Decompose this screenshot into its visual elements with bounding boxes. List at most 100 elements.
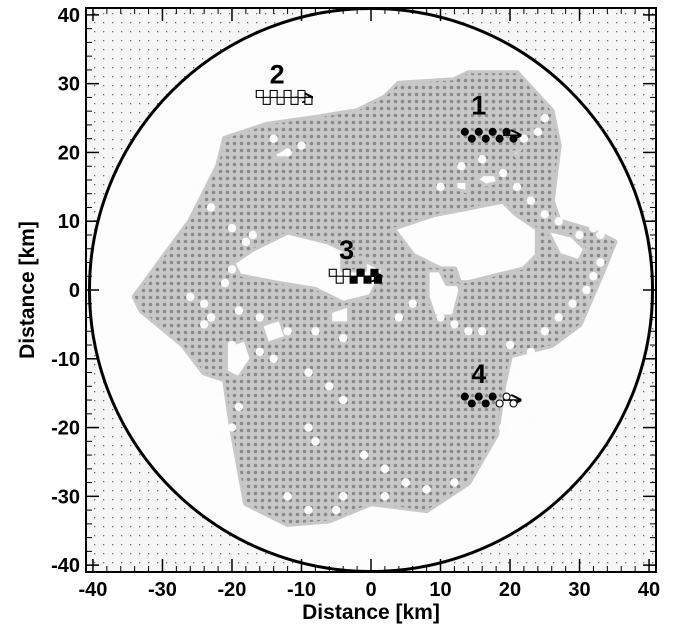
missing-station xyxy=(248,230,258,240)
x-tick-label: -10 xyxy=(287,579,316,601)
missing-station xyxy=(255,313,264,322)
y-tick-label: 0 xyxy=(69,280,80,302)
missing-station xyxy=(589,223,598,233)
missing-station xyxy=(186,292,195,302)
filled-circle-marker xyxy=(488,127,497,136)
open-square-marker xyxy=(304,96,313,105)
missing-station xyxy=(206,203,216,212)
filled-circle-marker xyxy=(481,134,490,143)
missing-station xyxy=(311,327,320,336)
filled-circle-marker xyxy=(488,392,497,401)
open-circle-marker xyxy=(495,399,504,408)
filled-circle-marker xyxy=(502,127,511,136)
missing-station xyxy=(234,402,244,412)
open-square-marker xyxy=(335,275,344,284)
missing-station xyxy=(436,182,445,192)
y-tick-label: 20 xyxy=(58,142,80,164)
open-square-marker xyxy=(328,268,337,277)
y-tick-label: -40 xyxy=(51,555,80,577)
filled-circle-marker xyxy=(467,134,476,143)
array-station-dots xyxy=(134,73,615,524)
missing-station xyxy=(199,299,209,308)
missing-station xyxy=(526,196,536,205)
missing-station xyxy=(575,230,584,240)
x-axis-title: Distance [km] xyxy=(302,601,440,624)
station-group-label: 1 xyxy=(471,91,486,121)
missing-station xyxy=(213,430,223,439)
open-square-marker xyxy=(276,96,285,105)
missing-station xyxy=(283,492,292,501)
missing-station xyxy=(227,265,237,274)
missing-station xyxy=(338,492,348,501)
missing-station xyxy=(422,485,431,494)
open-circle-marker xyxy=(509,399,518,408)
open-circle-marker xyxy=(502,392,511,401)
filled-circle-marker xyxy=(460,392,469,401)
missing-station xyxy=(554,217,563,226)
missing-station xyxy=(338,395,348,405)
missing-station xyxy=(241,258,251,267)
missing-station xyxy=(540,210,549,219)
open-square-marker xyxy=(262,96,271,105)
missing-station xyxy=(199,320,209,329)
missing-station xyxy=(512,182,522,192)
missing-station xyxy=(220,278,230,288)
y-tick-label: -30 xyxy=(51,486,80,508)
missing-station xyxy=(304,423,313,432)
missing-station xyxy=(582,285,591,295)
missing-station xyxy=(380,492,390,501)
missing-station xyxy=(589,272,598,281)
missing-station xyxy=(526,347,536,357)
open-square-marker xyxy=(297,89,306,99)
missing-station xyxy=(540,327,549,336)
missing-station xyxy=(241,237,251,247)
missing-station xyxy=(338,333,348,343)
open-square-marker xyxy=(290,96,299,105)
missing-station xyxy=(304,368,313,377)
missing-station xyxy=(269,134,278,143)
missing-station xyxy=(464,327,473,336)
missing-station xyxy=(283,148,292,157)
missing-station xyxy=(193,182,202,192)
open-square-marker xyxy=(283,89,292,99)
x-tick-label: -40 xyxy=(78,579,107,601)
station-group-label: 3 xyxy=(339,235,354,265)
missing-station xyxy=(227,423,237,432)
missing-station xyxy=(401,478,410,487)
missing-station xyxy=(519,134,529,143)
filled-square-marker xyxy=(370,268,379,277)
missing-station xyxy=(505,340,515,350)
missing-station xyxy=(540,113,549,123)
x-tick-label: -30 xyxy=(148,579,177,601)
missing-station xyxy=(457,161,466,171)
missing-station xyxy=(304,505,313,515)
station-group-4: 4 xyxy=(460,359,520,408)
filled-circle-marker xyxy=(509,134,518,143)
missing-station xyxy=(206,313,216,322)
filled-circle-marker xyxy=(460,127,469,136)
filled-circle-marker xyxy=(495,134,504,143)
y-tick-label: 10 xyxy=(58,211,80,233)
missing-station xyxy=(450,320,459,329)
axis-ticks: -40 -30 -20 -10 0 10 20 30 40 -40 -30 -20 -10 0 10 20 30… xyxy=(51,5,660,601)
missing-station xyxy=(436,313,445,322)
station-group-2: 2 xyxy=(255,60,313,105)
missing-station xyxy=(269,354,278,363)
missing-station xyxy=(568,299,577,308)
plot-area: 1 2 3 4 xyxy=(86,8,656,572)
x-tick-label: 0 xyxy=(365,579,376,601)
missing-station xyxy=(359,450,369,460)
missing-station xyxy=(325,382,334,391)
missing-station xyxy=(283,327,292,336)
y-tick-label: -20 xyxy=(51,418,80,440)
filled-circle-marker xyxy=(474,127,483,136)
missing-station xyxy=(478,327,487,336)
missing-station xyxy=(554,313,563,322)
filled-square-marker xyxy=(363,275,372,284)
filled-square-marker xyxy=(349,275,358,284)
missing-station xyxy=(297,141,306,150)
detector-array xyxy=(131,70,618,527)
missing-station xyxy=(234,306,244,315)
open-square-marker xyxy=(269,89,278,99)
x-tick-label: -20 xyxy=(218,579,247,601)
